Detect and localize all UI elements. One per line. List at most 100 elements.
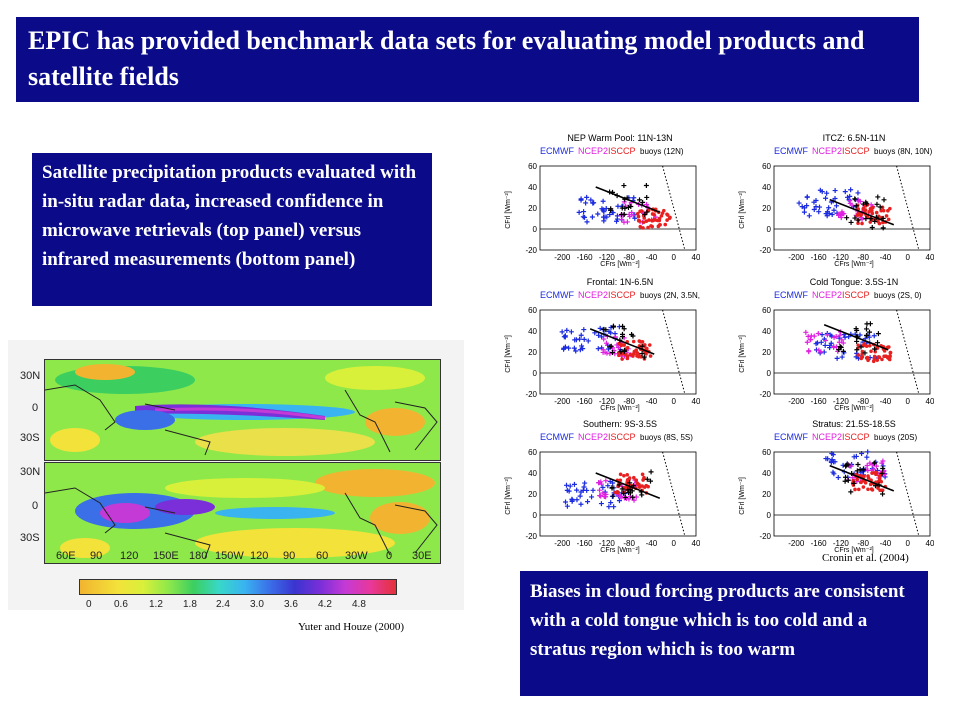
buoy-point [854, 327, 860, 333]
ncep2-point [839, 209, 845, 215]
y-tick-label: -20 [759, 390, 771, 399]
x-tick-label: -200 [554, 397, 571, 406]
ecmwf-point [631, 195, 637, 201]
lon-label: 60 [316, 550, 329, 562]
plot-title: Frontal: 1N-6.5N [587, 277, 654, 287]
ecmwf-point [583, 200, 589, 206]
y-tick-label: 20 [528, 490, 537, 499]
isccp-point [886, 345, 891, 349]
isccp-point [862, 341, 867, 346]
ncep2-point [627, 213, 633, 219]
lon-label: 150W [215, 550, 244, 562]
buoy-point [852, 215, 858, 221]
isccp-point [856, 211, 861, 215]
buoy-point [875, 331, 881, 337]
ecmwf-point [832, 459, 838, 465]
isccp-point [625, 481, 629, 485]
legend-ecmwf: ECMWF [774, 432, 808, 442]
buoy-point [647, 478, 653, 484]
isccp-point [876, 219, 880, 224]
ecmwf-point [607, 212, 613, 218]
ecmwf-point [578, 332, 584, 338]
y-tick-label: 60 [528, 306, 537, 315]
lon-label: 30E [412, 550, 432, 562]
lat-label: 30S [20, 532, 40, 544]
x-tick-label: -80 [623, 397, 635, 406]
ecmwf-point [829, 451, 835, 457]
y-tick-label: 60 [762, 162, 771, 171]
isccp-point [866, 474, 870, 478]
ecmwf-point [817, 204, 823, 210]
ecmwf-point [566, 345, 572, 351]
ecmwf-point [582, 214, 588, 220]
ecmwf-point [842, 189, 848, 195]
buoy-point [629, 331, 635, 337]
legend-buoys: buoys (2S, 0) [874, 291, 922, 300]
y-tick-label: 0 [767, 511, 772, 520]
ecmwf-point [577, 347, 583, 353]
ecmwf-point [574, 487, 580, 493]
buoy-point [852, 196, 858, 202]
x-axis-label: CFrs [Wm⁻²] [600, 547, 640, 554]
regression-line [823, 323, 889, 351]
isccp-point [856, 343, 861, 348]
ncep2-point [631, 497, 637, 503]
ncep2-point [833, 333, 839, 339]
isccp-point [880, 357, 884, 362]
isccp-point [863, 208, 868, 212]
legend-ncep2: NCEP2 [578, 290, 608, 300]
ecmwf-point [611, 504, 617, 510]
legend-ecmwf: ECMWF [540, 146, 574, 156]
y-tick-label: 40 [528, 469, 537, 478]
isccp-point [859, 480, 863, 485]
x-tick-label: -40 [646, 397, 658, 406]
ecmwf-point [580, 487, 586, 493]
isccp-point [631, 352, 636, 356]
buoy-point [848, 489, 854, 495]
isccp-point [665, 218, 669, 222]
regression-line [595, 186, 661, 213]
ecmwf-point [574, 497, 580, 503]
y-tick-label: 0 [533, 369, 538, 378]
buoy-point [630, 494, 636, 500]
regression-line [589, 328, 655, 355]
ecmwf-point [830, 469, 836, 475]
isccp-point [868, 220, 873, 224]
buoy-point [880, 225, 886, 231]
buoy-point [860, 467, 866, 473]
isccp-point [856, 221, 860, 226]
legend-buoys: buoys (8N, 10N) [874, 147, 933, 156]
ncep2-point [848, 463, 854, 469]
isccp-point [636, 214, 641, 219]
buoy-point [869, 224, 875, 230]
ecmwf-point [804, 194, 810, 200]
ncep2-point [598, 481, 604, 487]
plot-title: Cold Tongue: 3.5S-1N [810, 277, 898, 287]
legend-isccp: ISCCP [842, 290, 870, 300]
x-tick-label: -160 [811, 397, 828, 406]
buoy-point [855, 217, 861, 223]
y-tick-label: 0 [533, 225, 538, 234]
ecmwf-point [801, 209, 807, 215]
isccp-point [615, 490, 620, 494]
x-tick-label: 0 [905, 253, 910, 262]
ecmwf-point [600, 484, 606, 490]
isccp-point [647, 218, 651, 222]
x-tick-label: -200 [554, 253, 571, 262]
x-tick-label: -40 [880, 397, 892, 406]
colorbar-label: 2.4 [216, 599, 230, 610]
isccp-point [866, 487, 870, 492]
x-tick-label: -200 [788, 253, 805, 262]
isccp-point [856, 487, 861, 492]
isccp-point [640, 339, 645, 344]
ecmwf-point [568, 329, 574, 335]
x-tick-label: -40 [646, 253, 658, 262]
isccp-point [625, 473, 630, 477]
ecmwf-point [813, 341, 819, 347]
colorbar-label: 4.8 [352, 599, 366, 610]
lon-label: 120 [250, 550, 269, 562]
ratio-line [896, 309, 920, 395]
isccp-point [861, 485, 866, 489]
ecmwf-point [582, 480, 588, 486]
ecmwf-point [603, 206, 609, 212]
